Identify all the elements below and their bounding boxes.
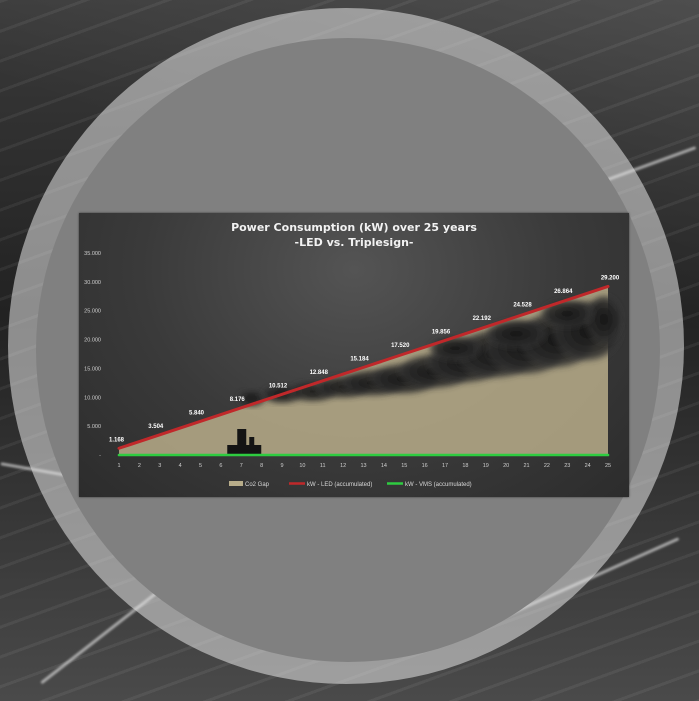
x-tick-label: 5: [199, 463, 202, 469]
legend-swatch-co2-gap: [229, 481, 243, 486]
y-tick-label: 35.000: [84, 251, 101, 257]
smoke-layer: [237, 295, 622, 407]
x-tick-label: 1: [117, 463, 120, 469]
x-tick-label: 15: [401, 463, 407, 469]
chart-panel: Power Consumption (kW) over 25 years -LE…: [79, 213, 629, 497]
x-tick-label: 9: [280, 463, 283, 469]
data-label: 10.512: [269, 383, 288, 389]
x-tick-label: 4: [179, 463, 182, 469]
factory-chimney: [237, 429, 247, 447]
y-tick-label: 15.000: [84, 366, 101, 372]
data-label: 15.184: [350, 356, 369, 362]
legend: Co2 Gap kW - LED (accumulated) kW - VMS (a…: [229, 481, 472, 488]
data-label: 19.856: [432, 329, 451, 335]
x-tick-label: 20: [503, 463, 509, 469]
smoke-puff: [429, 336, 482, 361]
y-tick-label: 25.000: [84, 309, 101, 315]
y-tick-label: 10.000: [84, 395, 101, 401]
x-tick-label: 22: [544, 463, 550, 469]
x-tick-label: 3: [158, 463, 161, 469]
data-labels: 1.168 3.504 5.840 8.176 10.512 12.848 15.184 17…: [109, 275, 620, 443]
data-label: 17.520: [391, 343, 410, 349]
x-tick-label: 18: [462, 463, 468, 469]
y-axis: - 5.000 10.000 15.000 20.000 25.000 30.000 35.0…: [84, 251, 101, 459]
y-tick-label: -: [99, 453, 101, 459]
data-label: 24.528: [513, 302, 532, 308]
data-label: 12.848: [310, 370, 329, 376]
smoke-puff: [541, 299, 594, 328]
x-tick-label: 16: [422, 463, 428, 469]
x-tick-label: 13: [360, 463, 366, 469]
x-tick-label: 14: [381, 463, 387, 469]
data-label: 26.864: [554, 289, 573, 295]
x-tick-label: 23: [564, 463, 570, 469]
power-consumption-chart: Power Consumption (kW) over 25 years -LE…: [84, 221, 622, 488]
x-tick-label: 12: [340, 463, 346, 469]
legend-label: Co2 Gap: [245, 482, 270, 488]
y-tick-label: 30.000: [84, 280, 101, 286]
smoke-puff: [486, 319, 547, 348]
data-label: 3.504: [148, 424, 164, 430]
series-line-led: [117, 284, 610, 450]
x-tick-label: 10: [299, 463, 305, 469]
chart-title: Power Consumption (kW) over 25 years: [231, 221, 477, 234]
y-tick-label: 5.000: [87, 424, 101, 430]
legend-label: kW - LED (accumulated): [307, 482, 372, 488]
x-tick-label: 11: [320, 463, 326, 469]
x-tick-label: 21: [523, 463, 529, 469]
chart-subtitle: -LED vs. Triplesign-: [295, 236, 414, 249]
x-tick-label: 24: [585, 463, 591, 469]
x-tick-label: 8: [260, 463, 263, 469]
x-tick-label: 25: [605, 463, 611, 469]
data-label: 29.200: [601, 275, 620, 281]
data-label: 22.192: [473, 316, 492, 322]
x-tick-label: 2: [138, 463, 141, 469]
factory-icon: [227, 429, 262, 455]
x-tick-label: 19: [483, 463, 489, 469]
x-tick-label: 6: [219, 463, 222, 469]
data-label: 1.168: [109, 437, 125, 443]
factory-building: [227, 445, 262, 455]
y-tick-label: 20.000: [84, 338, 101, 344]
factory-chimney: [249, 437, 255, 447]
x-axis: 1 2 3 4 5 6 7 8 9 10 11 12 13 14 15 16 17 18 19 20 21 22 23 24 2…: [117, 463, 611, 469]
x-tick-label: 7: [240, 463, 243, 469]
data-label: 5.840: [189, 410, 205, 416]
series-layer: [117, 284, 610, 457]
data-label: 8.176: [230, 397, 246, 403]
legend-label: kW - VMS (accumulated): [405, 482, 472, 488]
smoke-puff: [585, 295, 622, 344]
x-tick-label: 17: [442, 463, 448, 469]
